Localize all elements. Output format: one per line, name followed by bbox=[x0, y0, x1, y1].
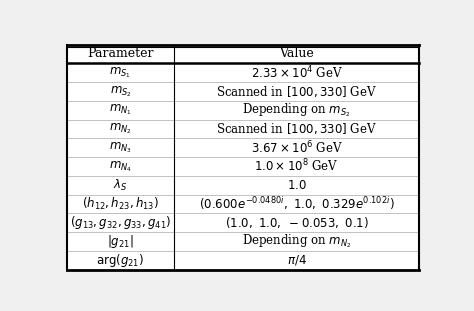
Text: $m_{N_3}$: $m_{N_3}$ bbox=[109, 140, 132, 155]
Text: $m_{S_2}$: $m_{S_2}$ bbox=[109, 84, 131, 99]
Text: $m_{N_4}$: $m_{N_4}$ bbox=[109, 159, 132, 174]
Text: $(g_{13}, g_{32}, g_{33}, g_{41})$: $(g_{13}, g_{32}, g_{33}, g_{41})$ bbox=[70, 214, 171, 231]
Text: $|g_{21}|$: $|g_{21}|$ bbox=[107, 233, 134, 250]
Text: $(0.600e^{-0.0480i},\ 1.0,\ 0.329e^{0.102i})$: $(0.600e^{-0.0480i},\ 1.0,\ 0.329e^{0.10… bbox=[199, 196, 394, 212]
Text: Scanned in $[100, 330]$ GeV: Scanned in $[100, 330]$ GeV bbox=[216, 121, 377, 137]
Text: $1.0 \times 10^{8}$ GeV: $1.0 \times 10^{8}$ GeV bbox=[255, 158, 339, 175]
Text: $\lambda_S$: $\lambda_S$ bbox=[113, 178, 128, 193]
Text: $\pi/4$: $\pi/4$ bbox=[287, 253, 307, 267]
Text: Scanned in $[100, 330]$ GeV: Scanned in $[100, 330]$ GeV bbox=[216, 84, 377, 99]
Text: $m_{N_2}$: $m_{N_2}$ bbox=[109, 122, 132, 136]
Text: $m_{S_1}$: $m_{S_1}$ bbox=[109, 65, 131, 80]
Text: Value: Value bbox=[279, 47, 314, 60]
Text: $(1.0,\ 1.0,\ -0.053,\ 0.1)$: $(1.0,\ 1.0,\ -0.053,\ 0.1)$ bbox=[225, 215, 369, 230]
Text: $3.67 \times 10^{6}$ GeV: $3.67 \times 10^{6}$ GeV bbox=[251, 139, 343, 156]
Text: Depending on $m_{S_2}$: Depending on $m_{S_2}$ bbox=[242, 101, 351, 119]
Text: $m_{N_1}$: $m_{N_1}$ bbox=[109, 103, 132, 118]
Text: Parameter: Parameter bbox=[87, 47, 154, 60]
Text: Depending on $m_{N_2}$: Depending on $m_{N_2}$ bbox=[242, 233, 351, 250]
Text: $(h_{12}, h_{23}, h_{13})$: $(h_{12}, h_{23}, h_{13})$ bbox=[82, 196, 159, 212]
Text: $2.33 \times 10^{4}$ GeV: $2.33 \times 10^{4}$ GeV bbox=[251, 64, 343, 81]
Text: $1.0$: $1.0$ bbox=[287, 179, 307, 192]
Text: $\arg(g_{21})$: $\arg(g_{21})$ bbox=[96, 252, 145, 269]
